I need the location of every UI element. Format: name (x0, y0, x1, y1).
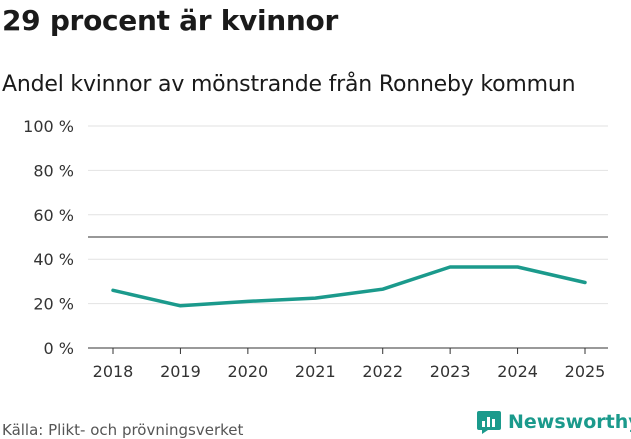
source-note: Källa: Plikt- och prövningsverket (2, 421, 244, 439)
y-tick-label: 40 % (33, 250, 74, 269)
y-tick-label: 20 % (33, 295, 74, 314)
x-tick-label: 2024 (497, 362, 538, 381)
series-line (111, 265, 587, 308)
brand-name: Newsworthy (508, 411, 631, 433)
y-tick-label: 80 % (33, 161, 74, 180)
chart-title: 29 procent är kvinnor (2, 4, 338, 37)
x-tick-label: 2023 (430, 362, 471, 381)
x-tick-label: 2021 (295, 362, 336, 381)
x-tick-label: 2019 (160, 362, 201, 381)
chart-subtitle: Andel kvinnor av mönstrande från Ronneby… (2, 72, 576, 97)
brand-logo: Newsworthy (476, 409, 631, 435)
y-tick-label: 0 % (44, 339, 74, 358)
x-tick-label: 2025 (565, 362, 606, 381)
x-tick-label: 2018 (93, 362, 134, 381)
line-chart: 0 % 20 % 40 % 60 % 80 % 100 % 2018 2019 2020 2021… (23, 117, 608, 381)
x-tick-label: 2020 (227, 362, 268, 381)
y-tick-label: 100 % (23, 117, 74, 136)
x-tick-label: 2022 (362, 362, 403, 381)
y-tick-label: 60 % (33, 206, 74, 225)
newsworthy-logo-icon (477, 411, 501, 434)
